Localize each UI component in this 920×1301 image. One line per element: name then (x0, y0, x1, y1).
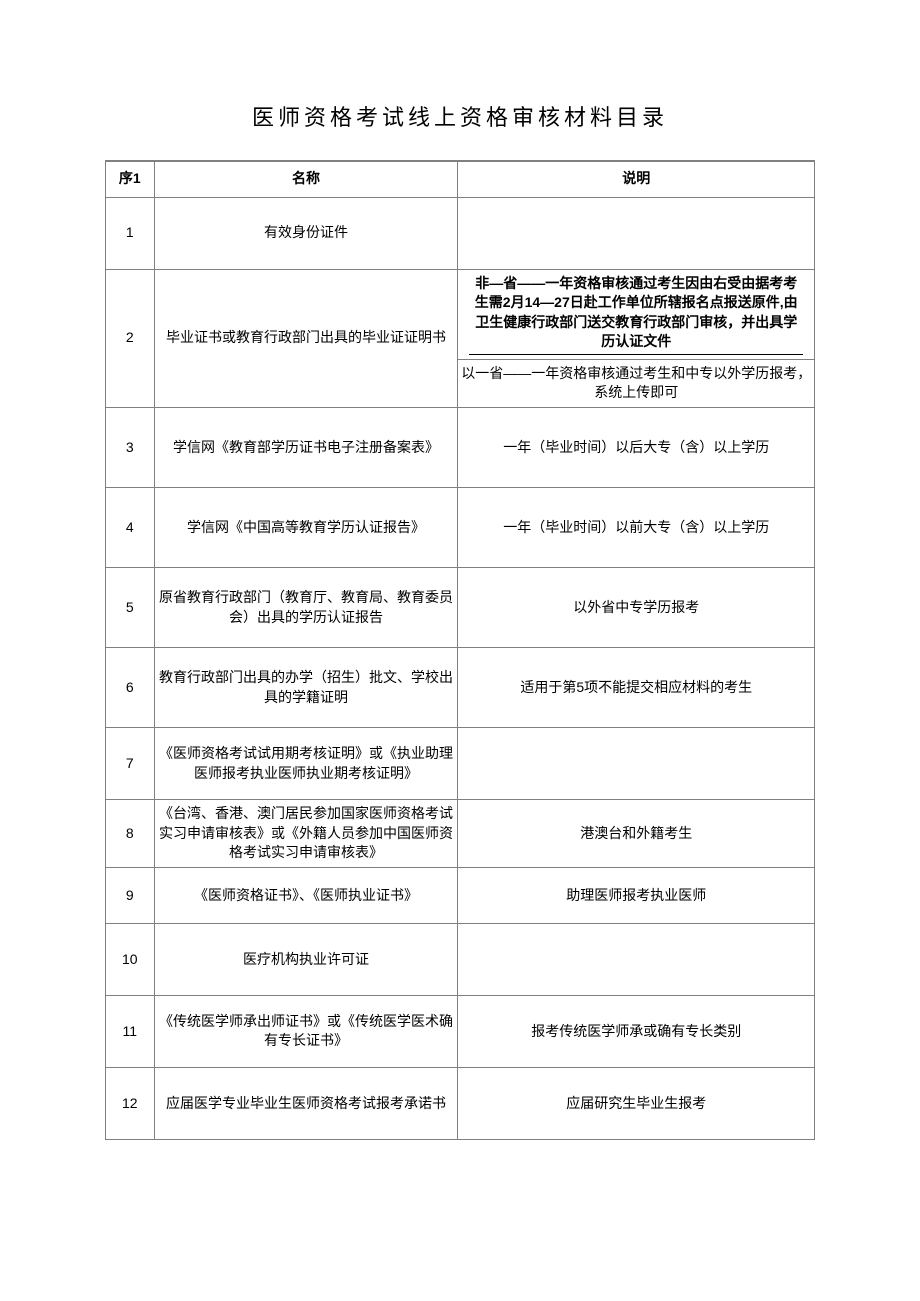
table-row: 2 毕业证书或教育行政部门出具的毕业证证明书 非—省——一年资格审核通过考生因由… (106, 269, 815, 359)
table-header-row: 序1 名称 说明 (106, 161, 815, 197)
table-row: 4 学信网《中国高等教育学历认证报告》 一年（毕业时间）以前大专（含）以上学历 (106, 488, 815, 568)
cell-seq: 2 (106, 269, 155, 408)
cell-seq: 3 (106, 408, 155, 488)
cell-name: 应届医学专业毕业生医师资格考试报考承诺书 (154, 1067, 458, 1139)
cell-desc (458, 923, 815, 995)
cell-seq: 7 (106, 728, 155, 800)
cell-name: 有效身份证件 (154, 197, 458, 269)
cell-desc: 一年（毕业时间）以后大专（含）以上学历 (458, 408, 815, 488)
cell-name: 医疗机构执业许可证 (154, 923, 458, 995)
cell-name: 学信网《中国高等教育学历认证报告》 (154, 488, 458, 568)
cell-desc: 助理医师报考执业医师 (458, 867, 815, 923)
cell-seq: 5 (106, 568, 155, 648)
cell-desc: 港澳台和外籍考生 (458, 800, 815, 868)
cell-name: 教育行政部门出具的办学（招生）批文、学校出具的学籍证明 (154, 648, 458, 728)
cell-name: 《台湾、香港、澳门居民参加国家医师资格考试实习申请审核表》或《外籍人员参加中国医… (154, 800, 458, 868)
cell-name: 《医师资格证书》、《医师执业证书》 (154, 867, 458, 923)
table-row: 10 医疗机构执业许可证 (106, 923, 815, 995)
table-row: 3 学信网《教育部学历证书电子注册备案表》 一年（毕业时间）以后大专（含）以上学… (106, 408, 815, 488)
cell-seq: 11 (106, 995, 155, 1067)
cell-seq: 6 (106, 648, 155, 728)
cell-seq: 8 (106, 800, 155, 868)
cell-name: 原省教育行政部门（教育厅、教育局、教育委员会）出具的学历认证报告 (154, 568, 458, 648)
cell-name: 学信网《教育部学历证书电子注册备案表》 (154, 408, 458, 488)
cell-name: 毕业证书或教育行政部门出具的毕业证证明书 (154, 269, 458, 408)
header-seq: 序1 (106, 161, 155, 197)
cell-desc: 非—省——一年资格审核通过考生因由右受由据考考生需2月14—27日赴工作单位所辖… (458, 269, 815, 359)
cell-seq: 1 (106, 197, 155, 269)
cell-seq: 12 (106, 1067, 155, 1139)
page-title: 医师资格考试线上资格审核材料目录 (105, 100, 815, 132)
cell-desc: 应届研究生毕业生报考 (458, 1067, 815, 1139)
header-desc: 说明 (458, 161, 815, 197)
cell-seq: 10 (106, 923, 155, 995)
table-row: 6 教育行政部门出具的办学（招生）批文、学校出具的学籍证明 适用于第5项不能提交… (106, 648, 815, 728)
table-row: 5 原省教育行政部门（教育厅、教育局、教育委员会）出具的学历认证报告 以外省中专… (106, 568, 815, 648)
table-row: 8 《台湾、香港、澳门居民参加国家医师资格考试实习申请审核表》或《外籍人员参加中… (106, 800, 815, 868)
cell-desc (458, 728, 815, 800)
materials-table: 序1 名称 说明 1 有效身份证件 2 毕业证书或教育行政部门出具的毕业证证明书… (105, 160, 815, 1140)
cell-seq: 4 (106, 488, 155, 568)
cell-desc: 一年（毕业时间）以前大专（含）以上学历 (458, 488, 815, 568)
cell-desc (458, 197, 815, 269)
cell-desc: 以一省——一年资格审核通过考生和中专以外学历报考，系统上传即可 (458, 359, 815, 407)
table-row: 12 应届医学专业毕业生医师资格考试报考承诺书 应届研究生毕业生报考 (106, 1067, 815, 1139)
cell-name: 《医师资格考试试用期考核证明》或《执业助理医师报考执业医师执业期考核证明》 (154, 728, 458, 800)
cell-seq: 9 (106, 867, 155, 923)
table-row: 11 《传统医学师承出师证书》或《传统医学医术确有专长证书》 报考传统医学师承或… (106, 995, 815, 1067)
cell-desc: 报考传统医学师承或确有专长类别 (458, 995, 815, 1067)
cell-name: 《传统医学师承出师证书》或《传统医学医术确有专长证书》 (154, 995, 458, 1067)
cell-desc: 适用于第5项不能提交相应材料的考生 (458, 648, 815, 728)
table-row: 7 《医师资格考试试用期考核证明》或《执业助理医师报考执业医师执业期考核证明》 (106, 728, 815, 800)
header-name: 名称 (154, 161, 458, 197)
cell-desc: 以外省中专学历报考 (458, 568, 815, 648)
table-row: 9 《医师资格证书》、《医师执业证书》 助理医师报考执业医师 (106, 867, 815, 923)
table-row: 1 有效身份证件 (106, 197, 815, 269)
